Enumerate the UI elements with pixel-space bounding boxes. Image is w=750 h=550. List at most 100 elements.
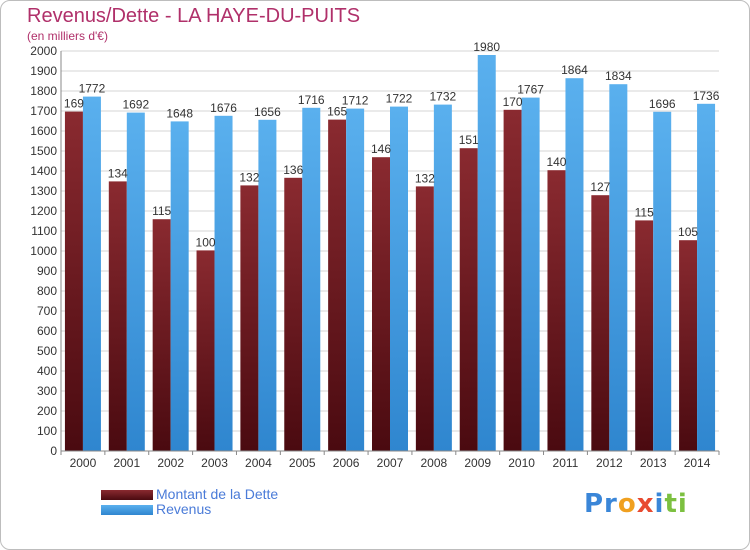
x-tick-label: 2014 bbox=[684, 456, 711, 470]
bar-dette bbox=[503, 109, 522, 452]
data-label: 1712 bbox=[342, 94, 369, 108]
data-label: 1716 bbox=[298, 93, 325, 107]
x-tick-label: 2005 bbox=[289, 456, 316, 470]
bar-revenus bbox=[609, 84, 628, 451]
bar-revenus bbox=[565, 78, 584, 451]
bar-dette bbox=[679, 240, 698, 451]
data-label: 1722 bbox=[386, 92, 413, 106]
y-tick-label: 1800 bbox=[30, 84, 57, 98]
data-label: 1648 bbox=[166, 106, 193, 120]
bar-dette bbox=[372, 157, 390, 451]
bar-revenus bbox=[126, 112, 145, 451]
bar-dette bbox=[635, 220, 654, 451]
legend-label-revenus: Revenus bbox=[156, 501, 212, 517]
data-label: 1732 bbox=[430, 90, 457, 104]
bars bbox=[64, 55, 716, 452]
data-label: 132 bbox=[239, 170, 259, 184]
y-tick-label: 1400 bbox=[30, 164, 57, 178]
y-tick-label: 1200 bbox=[30, 204, 57, 218]
chart-subtitle: (en milliers d'€) bbox=[27, 29, 108, 43]
bar-dette bbox=[240, 185, 259, 451]
bar-revenus bbox=[214, 115, 233, 452]
data-label: 165 bbox=[327, 105, 347, 119]
data-label: 115 bbox=[152, 204, 171, 218]
data-label: 127 bbox=[590, 180, 610, 194]
x-tick-label: 2000 bbox=[70, 456, 97, 470]
data-label: 169 bbox=[64, 97, 84, 111]
data-label: 1772 bbox=[79, 82, 106, 96]
bar-dette bbox=[108, 181, 127, 451]
data-label: 115 bbox=[635, 205, 654, 219]
y-tick-label: 700 bbox=[37, 304, 57, 318]
logo-part: x bbox=[636, 489, 655, 519]
bar-dette bbox=[284, 177, 303, 452]
y-tick-label: 300 bbox=[37, 384, 57, 398]
proxiti-logo: Proxiti bbox=[584, 489, 688, 519]
bar-dette bbox=[196, 250, 215, 451]
logo-part: i bbox=[654, 489, 665, 519]
logo-part: o bbox=[617, 489, 637, 519]
legend-label-dette: Montant de la Dette bbox=[156, 486, 279, 502]
bar-revenus bbox=[653, 111, 672, 452]
x-tick-label: 2009 bbox=[464, 456, 491, 470]
bar-revenus bbox=[170, 121, 189, 452]
legend-swatch-dette bbox=[101, 490, 153, 500]
bar-revenus bbox=[433, 104, 452, 451]
logo-part: Pr bbox=[584, 489, 618, 519]
axes: 0 100 200 300 400 500 600 700 800 900 1000 1100 1200… bbox=[30, 40, 719, 470]
bar-revenus bbox=[521, 97, 540, 451]
y-tick-label: 900 bbox=[37, 264, 57, 278]
data-label: 1864 bbox=[561, 63, 588, 77]
bar-revenus bbox=[258, 119, 277, 452]
x-tick-label: 2004 bbox=[245, 456, 272, 470]
bar-dette bbox=[328, 119, 347, 451]
x-tick-label: 2010 bbox=[508, 456, 535, 470]
data-label: 140 bbox=[546, 155, 566, 169]
y-tick-label: 1100 bbox=[31, 224, 57, 238]
y-tick-label: 1500 bbox=[30, 144, 57, 158]
data-label: 1834 bbox=[605, 69, 632, 83]
data-label: 146 bbox=[371, 142, 391, 156]
bar-revenus bbox=[477, 55, 496, 451]
bar-revenus bbox=[82, 96, 101, 451]
y-tick-label: 400 bbox=[37, 364, 57, 378]
data-label: 1696 bbox=[649, 97, 676, 111]
x-tick-label: 2008 bbox=[421, 456, 448, 470]
data-label: 134 bbox=[108, 166, 128, 180]
data-label: 105 bbox=[678, 225, 698, 239]
bar-dette bbox=[459, 148, 478, 451]
data-label: 1980 bbox=[473, 40, 500, 54]
bar-revenus bbox=[697, 103, 716, 452]
y-tick-label: 200 bbox=[37, 404, 57, 418]
y-tick-label: 0 bbox=[50, 444, 57, 458]
bar-dette bbox=[64, 111, 83, 451]
data-label: 136 bbox=[283, 163, 303, 177]
bar-dette bbox=[591, 195, 610, 451]
data-label: 1736 bbox=[693, 89, 720, 103]
y-tick-label: 600 bbox=[37, 324, 57, 338]
x-tick-label: 2002 bbox=[157, 456, 184, 470]
data-label: 151 bbox=[459, 133, 479, 147]
bar-dette bbox=[152, 219, 171, 451]
bar-revenus bbox=[302, 107, 321, 452]
chart-title: Revenus/Dette - LA HAYE-DU-PUITS bbox=[27, 5, 361, 27]
data-label: 1767 bbox=[517, 83, 544, 97]
data-label: 170 bbox=[503, 95, 523, 109]
bar-revenus bbox=[390, 106, 408, 451]
bar-revenus bbox=[346, 108, 365, 451]
y-tick-label: 1700 bbox=[30, 104, 57, 118]
logo-part: ti bbox=[664, 489, 688, 519]
x-tick-label: 2012 bbox=[596, 456, 623, 470]
data-label: 1676 bbox=[210, 101, 237, 115]
data-label: 100 bbox=[196, 235, 216, 249]
y-tick-label: 1600 bbox=[30, 124, 57, 138]
x-tick-label: 2011 bbox=[553, 456, 579, 470]
legend-swatch-revenus bbox=[101, 505, 153, 515]
bar-dette bbox=[415, 186, 434, 451]
x-tick-label: 2007 bbox=[377, 456, 404, 470]
x-tick-label: 2006 bbox=[333, 456, 360, 470]
y-tick-label: 500 bbox=[37, 344, 57, 358]
bar-dette bbox=[547, 170, 566, 451]
